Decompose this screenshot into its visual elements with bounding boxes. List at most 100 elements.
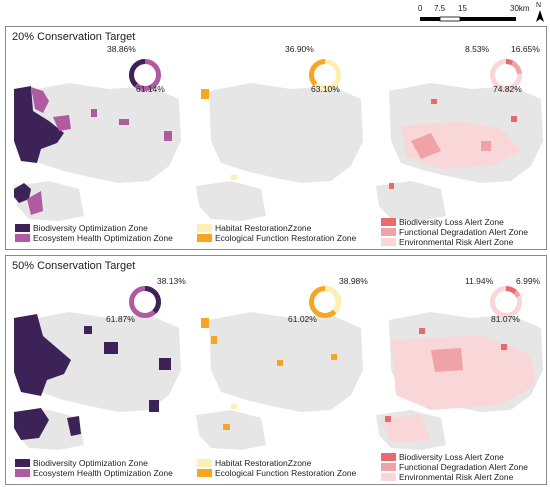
zone-eco-func-2 [211,336,217,344]
zone-func-deg-2 [481,141,491,151]
pct-bio-opt: 38.86% [107,44,136,54]
zone-eco-func-3 [277,360,283,366]
legend-swatch [381,218,396,226]
pct-habitat: 36.90% [285,44,314,54]
donut-restoration [309,286,341,318]
legend-label: Ecological Function Restoration Zone [215,468,357,478]
legend-swatch [381,473,396,481]
legend-label: Biodiversity Optimization Zone [33,458,148,468]
north-arrow-icon [536,10,544,22]
legend-label: Habitat RestorationZzone [215,223,312,233]
pct-eco-health: 61.14% [136,84,165,94]
legend-label: Ecosystem Health Optimization Zone [33,233,173,243]
legend-swatch [15,459,30,467]
zone-bio-loss [431,99,437,104]
legend-label: Functional Degradation Alert Zone [399,462,528,472]
legend-label: Habitat RestorationZzone [215,458,312,468]
map-alert [376,312,543,450]
scale-bar: 0 7.5 15 30km [418,4,532,26]
zone-bio-opt-7 [84,326,92,334]
legend-label: Environmental Risk Alert Zone [399,472,514,482]
donut-slice-habitat [324,286,341,314]
north-label: N [536,2,542,9]
map-optimization [14,83,181,221]
legend-swatch [15,469,30,477]
map-base-south [196,410,266,450]
pct-bio-loss: 11.94% [465,276,494,286]
pct-bio-opt: 38.13% [157,276,186,286]
zone-eco-func-5 [223,424,230,430]
legend-swatch [197,459,212,467]
zone-bio-loss-2 [511,116,517,122]
map-alert [376,83,543,221]
donut-slice-func-deg [513,290,521,298]
legend-swatch [381,238,396,246]
legend-label: Ecological Function Restoration Zone [215,233,357,243]
zone-eco-health-6 [91,109,97,117]
zone-eco-health-3 [27,191,43,215]
donut-alert [490,59,522,91]
legend-swatch [197,234,212,242]
zone-bio-opt-2 [14,408,49,440]
donut-slice-bio-opt [144,286,161,314]
map-restoration [196,312,363,450]
zone-eco-health-2 [53,115,71,131]
pct-func-deg: 6.99% [516,276,541,286]
zone-eco-health-5 [164,131,172,141]
panel-title: 50% Conservation Target [12,260,136,272]
zone-bio-opt-4 [104,342,118,354]
zone-eco-health-4 [119,119,129,125]
pct-bio-loss: 8.53% [465,44,490,54]
zone-env-risk-2 [381,414,431,442]
legend-label: Biodiversity Loss Alert Zone [399,217,504,227]
legend-label: Biodiversity Optimization Zone [33,223,148,233]
zone-bio-loss [419,328,425,334]
donut-slice-bio-opt [129,59,146,88]
scale-tick-30: 30km [510,4,530,13]
pct-eco-func: 61.02% [288,314,317,324]
map-base-south [196,181,266,221]
legend-swatch [381,228,396,236]
map-base [27,83,181,183]
donut-slice-func-deg [510,60,522,75]
donut-slice-bio-loss [505,59,514,66]
zone-env-risk [391,335,536,410]
map-base [209,83,363,183]
legend-swatch [381,463,396,471]
pct-env-risk: 81.07% [491,314,520,324]
panel-50-percent: 50% Conservation Target 38.13% 61.8 [5,255,547,485]
zone-eco-health [31,87,49,113]
pct-func-deg: 16.65% [511,44,540,54]
scale-bar-graphic [420,16,516,22]
zone-bio-loss-3 [385,416,391,422]
pct-habitat: 38.98% [339,276,368,286]
map-optimization [14,312,181,450]
legend-swatch [197,469,212,477]
donut-slice-eco-func [309,58,326,87]
zone-eco-func-4 [331,354,337,360]
scale-tick-7-5: 7.5 [434,4,446,13]
legend-swatch [381,453,396,461]
donut-restoration [309,58,341,91]
donut-optimization [129,59,161,91]
zone-bio-opt [14,86,64,163]
zone-habitat [231,175,237,180]
zone-eco-func [201,318,209,328]
zone-bio-opt [14,314,71,396]
zone-bio-opt-3 [67,416,81,436]
zone-bio-loss-2 [501,344,507,350]
north-arrow: N [533,2,547,24]
donut-optimization [129,286,161,318]
map-base [27,312,181,412]
legend-swatch [15,224,30,232]
zone-bio-opt-5 [159,358,171,370]
map-base-south [376,181,446,221]
zone-bio-opt-2 [14,183,31,203]
map-restoration [196,83,363,221]
legend-label: Ecosystem Health Optimization Zone [33,468,173,478]
donut-alert [490,286,522,318]
donut-slice-bio-loss [505,286,518,295]
zone-bio-opt-6 [149,400,159,412]
pct-env-risk: 74.82% [493,84,522,94]
scale-tick-15: 15 [458,4,467,13]
